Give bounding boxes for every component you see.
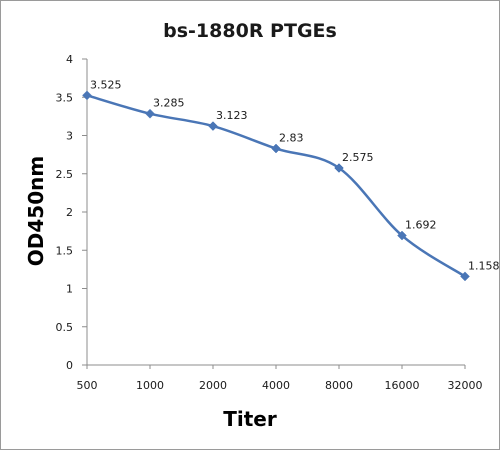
data-point-marker xyxy=(460,271,470,282)
data-label: 1.692 xyxy=(405,219,437,232)
data-label: 2.575 xyxy=(342,151,374,164)
x-tick-label: 500 xyxy=(77,379,98,392)
x-tick-label: 1000 xyxy=(136,379,164,392)
y-tick-label: 0 xyxy=(66,359,73,372)
x-tick-label: 4000 xyxy=(262,379,290,392)
y-tick-label: 2 xyxy=(66,206,73,219)
data-label: 3.123 xyxy=(216,109,248,122)
series-line xyxy=(86,94,466,278)
data-point-marker xyxy=(397,230,407,241)
x-tick-label: 32000 xyxy=(448,379,483,392)
x-tick-label: 16000 xyxy=(385,379,420,392)
data-point-marker xyxy=(271,143,281,154)
x-axis-ticks: 500 1000 2000 4000 8000 16000 32000 xyxy=(77,365,483,392)
x-axis-title: Titer xyxy=(223,407,277,431)
y-tick-label: 3 xyxy=(66,130,73,143)
y-tick-label: 3.5 xyxy=(56,91,74,104)
y-tick-label: 1 xyxy=(66,283,73,296)
y-tick-label: 0.5 xyxy=(56,321,74,334)
x-tick-label: 2000 xyxy=(199,379,227,392)
series-layer: 3.525 3.285 3.123 2.83 2.575 1.692 1.158 xyxy=(82,78,499,282)
data-label: 2.83 xyxy=(279,132,304,145)
y-tick-label: 1.5 xyxy=(56,244,74,257)
y-axis-ticks: 0 0.5 1 1.5 2 2.5 3 3.5 4 xyxy=(56,53,87,372)
data-label: 1.158 xyxy=(468,259,499,272)
x-tick-label: 8000 xyxy=(325,379,353,392)
data-label: 3.285 xyxy=(153,97,185,110)
y-axis-title: OD450nm xyxy=(24,156,48,266)
data-point-marker xyxy=(82,90,92,101)
y-tick-label: 2.5 xyxy=(56,168,74,181)
chart-title: bs-1880R PTGEs xyxy=(163,20,337,42)
y-tick-label: 4 xyxy=(66,53,73,66)
data-point-marker xyxy=(145,108,155,119)
data-label: 3.525 xyxy=(90,78,122,91)
data-point-marker xyxy=(334,163,344,173)
data-point-marker xyxy=(208,121,218,131)
